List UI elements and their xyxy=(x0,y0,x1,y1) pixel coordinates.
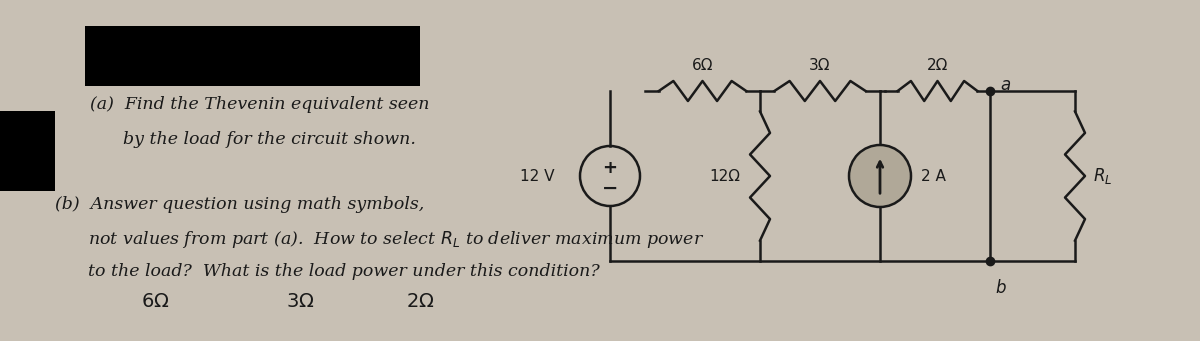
Text: 6Ω: 6Ω xyxy=(691,58,713,73)
Text: 3Ω: 3Ω xyxy=(809,58,830,73)
Text: not values from part (a).  How to select $R_L$ to deliver maximum power: not values from part (a). How to select … xyxy=(55,229,704,250)
Text: 2 A: 2 A xyxy=(922,168,946,183)
Text: to the load?  What is the load power under this condition?: to the load? What is the load power unde… xyxy=(55,263,600,280)
Text: −: − xyxy=(602,178,618,197)
Text: $3\Omega$: $3\Omega$ xyxy=(286,293,314,311)
Text: by the load for the circuit shown.: by the load for the circuit shown. xyxy=(90,131,416,148)
Text: (a)  Find the Thevenin equivalent seen: (a) Find the Thevenin equivalent seen xyxy=(90,96,430,113)
Text: b: b xyxy=(995,279,1006,297)
Circle shape xyxy=(848,145,911,207)
Text: 12Ω: 12Ω xyxy=(709,168,740,183)
Text: 2Ω: 2Ω xyxy=(926,58,948,73)
Text: a: a xyxy=(1000,76,1010,94)
FancyBboxPatch shape xyxy=(0,111,55,191)
Text: +: + xyxy=(602,159,618,177)
Text: 12 V: 12 V xyxy=(521,168,554,183)
FancyBboxPatch shape xyxy=(85,26,420,86)
Text: $2\Omega$: $2\Omega$ xyxy=(406,293,434,311)
Text: $6\Omega$: $6\Omega$ xyxy=(140,293,169,311)
Text: (b)  Answer question using math symbols,: (b) Answer question using math symbols, xyxy=(55,196,425,213)
Text: $R_L$: $R_L$ xyxy=(1093,166,1112,186)
